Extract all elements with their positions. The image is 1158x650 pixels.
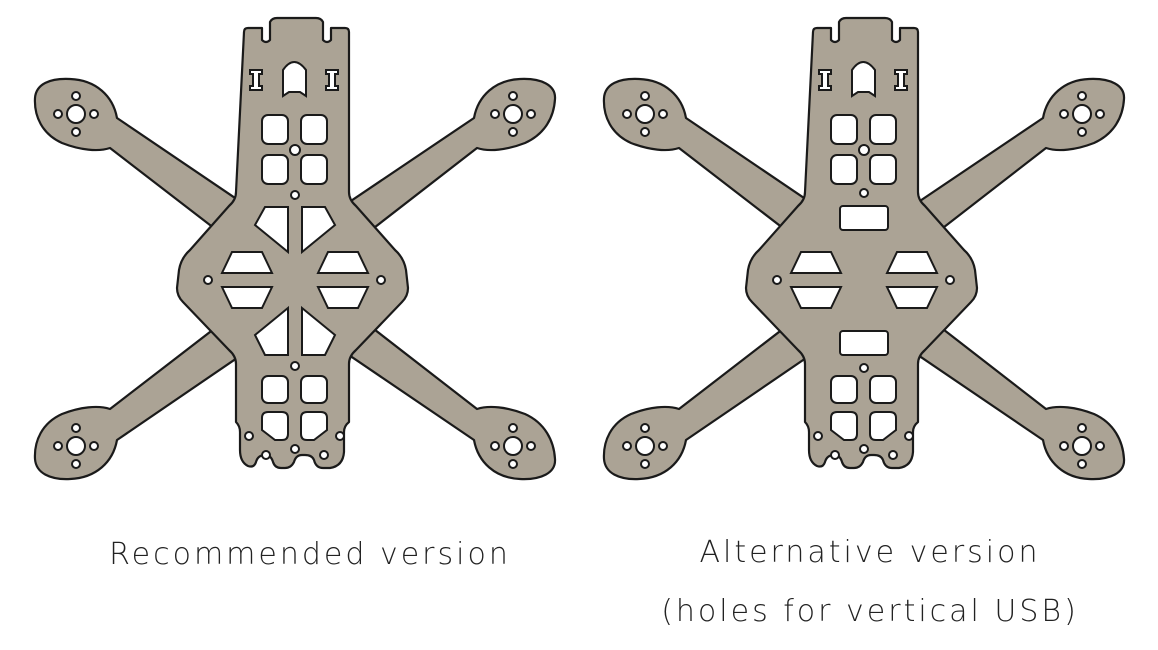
recommended-frame-diagram [33,16,557,481]
frame-plate [33,16,557,481]
recommended-version-caption: Recommended version [109,537,511,572]
alternative-version-subcaption: (holes for vertical USB) [661,594,1079,629]
frame-plate [602,16,1126,481]
central-body [744,16,979,470]
frame-cutouts [53,61,536,469]
alternative-version-caption: Alternative version [699,535,1041,570]
alternative-frame-diagram [602,16,1126,481]
central-body [175,16,410,470]
frame-cutouts [622,61,1105,469]
